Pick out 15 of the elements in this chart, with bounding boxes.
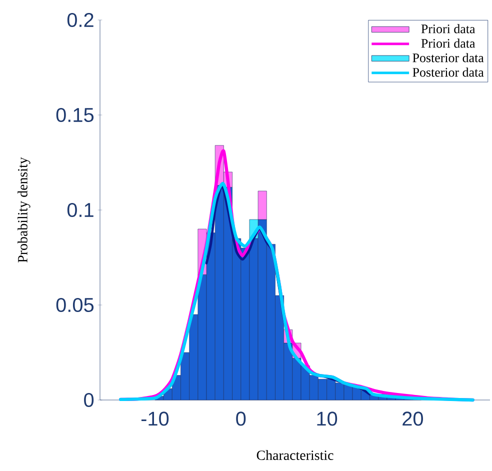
- y-axis-title: Probability density: [18, 157, 30, 262]
- legend-label: Posterior data: [412, 68, 484, 77]
- y-tick-label: 0.15: [56, 108, 94, 122]
- x-axis-title: Characteristic: [256, 450, 334, 460]
- legend-label: Priori data: [421, 24, 476, 34]
- x-tick-label: -10: [141, 412, 169, 426]
- x-tick-label: 20: [402, 412, 423, 426]
- x-tick-label: 10: [317, 412, 338, 426]
- y-tick-label: 0.05: [56, 298, 94, 312]
- y-tick-label: 0: [84, 392, 94, 408]
- legend-label: Posterior data: [412, 53, 484, 62]
- x-tick-label: 0: [236, 412, 246, 426]
- legend-label: Priori data: [421, 38, 476, 48]
- y-tick-label: 0.2: [67, 12, 94, 28]
- y-tick-label: 0.1: [67, 202, 94, 218]
